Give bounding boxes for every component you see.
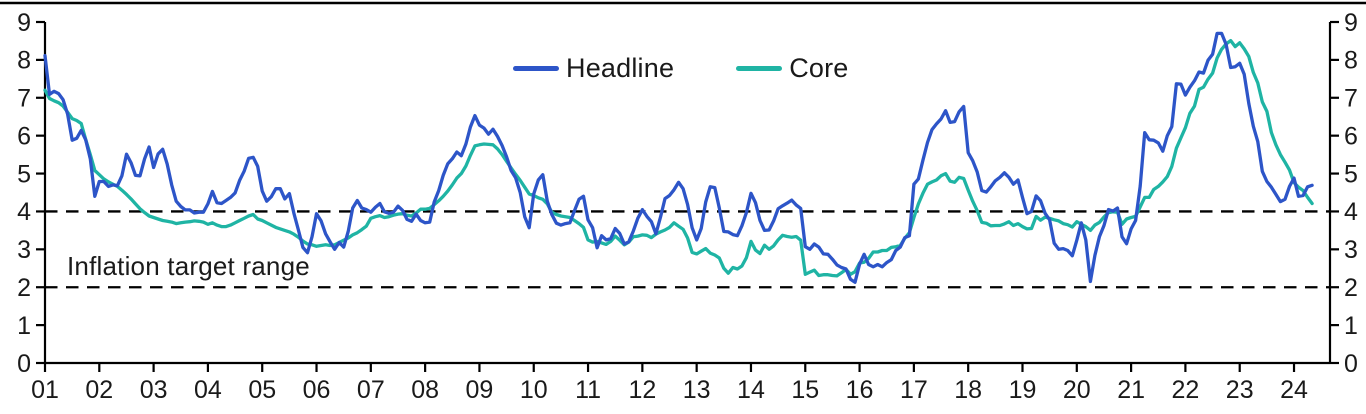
- y-axis-label-left: 8: [17, 47, 31, 75]
- y-axis-label-left: 1: [17, 312, 31, 340]
- x-axis-label: 01: [31, 376, 59, 404]
- legend-label-headline: Headline: [566, 53, 675, 83]
- headline-line-swatch: [513, 66, 559, 71]
- x-axis-label: 07: [357, 376, 385, 404]
- core-line: [43, 38, 1314, 278]
- y-axis-label-right: 8: [1344, 47, 1358, 75]
- core-line-swatch: [736, 66, 783, 71]
- x-axis-label: 19: [1009, 376, 1037, 404]
- x-axis-label: 20: [1063, 376, 1091, 404]
- y-axis-label-left: 6: [17, 122, 31, 150]
- x-axis-label: 13: [683, 376, 711, 404]
- y-axis-label-left: 9: [17, 9, 31, 37]
- y-axis-label-right: 9: [1344, 9, 1358, 37]
- x-axis-label: 22: [1171, 376, 1199, 404]
- y-axis-label-left: 7: [17, 85, 31, 113]
- y-axis-label-right: 1: [1344, 312, 1358, 340]
- x-axis-label: 15: [791, 376, 819, 404]
- x-axis-label: 08: [411, 376, 439, 404]
- headline-line: [43, 31, 1314, 284]
- x-axis-label: 04: [194, 376, 222, 404]
- y-axis-label-left: 0: [17, 350, 31, 378]
- x-axis-label: 18: [954, 376, 982, 404]
- legend-label-core: Core: [789, 53, 849, 83]
- x-axis-label: 21: [1117, 376, 1145, 404]
- x-axis-label: 06: [303, 376, 331, 404]
- x-axis-label: 23: [1226, 376, 1254, 404]
- y-axis-label-right: 3: [1344, 236, 1358, 264]
- y-axis-label-left: 4: [17, 198, 31, 226]
- y-axis-label-right: 4: [1344, 198, 1358, 226]
- legend-item-headline: Headline: [513, 55, 674, 82]
- legend-item-core: Core: [736, 55, 848, 82]
- x-axis-label: 24: [1280, 376, 1308, 404]
- inflation-target-range-label: Inflation target range: [67, 251, 310, 281]
- y-axis-label-left: 3: [17, 236, 31, 264]
- x-axis-label: 12: [628, 376, 656, 404]
- x-axis-label: 10: [520, 376, 548, 404]
- y-axis-label-right: 0: [1344, 350, 1358, 378]
- chart-legend: Headline Core: [513, 55, 849, 82]
- y-axis-label-right: 7: [1344, 85, 1358, 113]
- y-axis-label-left: 5: [17, 160, 31, 188]
- x-axis-label: 14: [737, 376, 765, 404]
- x-axis-label: 11: [575, 376, 601, 404]
- y-axis-label-right: 5: [1344, 160, 1358, 188]
- x-axis-label: 17: [900, 376, 928, 404]
- x-axis-label: 09: [466, 376, 494, 404]
- y-axis-label-right: 6: [1344, 122, 1358, 150]
- x-axis-label: 02: [85, 376, 113, 404]
- y-axis-label-left: 2: [17, 274, 31, 302]
- y-axis-label-right: 2: [1344, 274, 1358, 302]
- x-axis-label: 16: [846, 376, 874, 404]
- x-axis-label: 03: [140, 376, 168, 404]
- x-axis-label: 05: [248, 376, 276, 404]
